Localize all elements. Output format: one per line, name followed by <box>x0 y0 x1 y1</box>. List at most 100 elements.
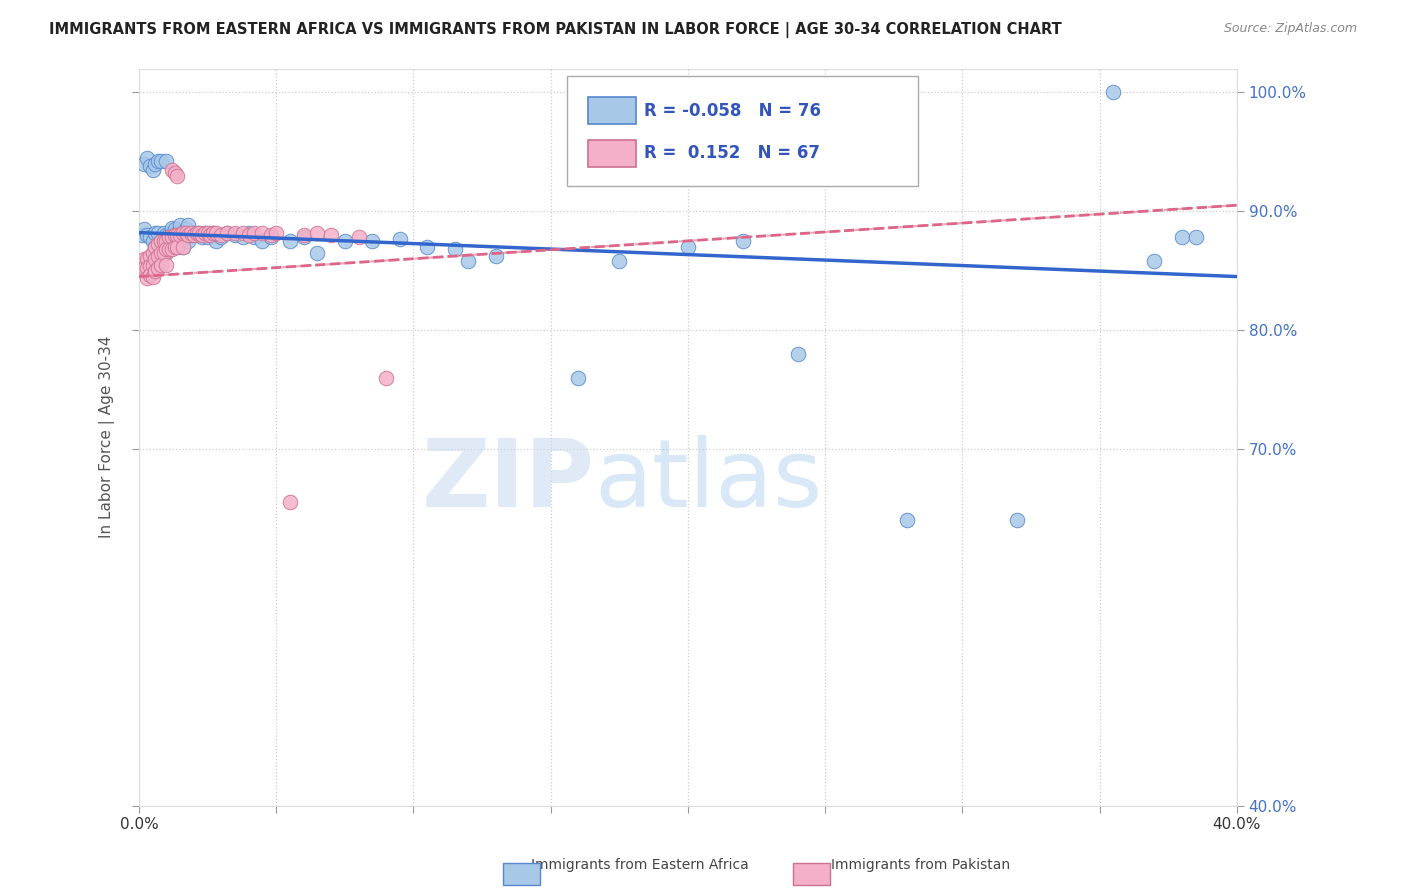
Point <box>1171 230 1194 244</box>
Point <box>307 245 329 260</box>
Point <box>148 261 170 276</box>
Point <box>160 227 183 242</box>
Point <box>375 370 398 384</box>
Point <box>209 227 232 242</box>
Point <box>224 227 246 242</box>
Point <box>160 220 183 235</box>
Text: R =  0.152   N = 67: R = 0.152 N = 67 <box>644 145 820 162</box>
Point <box>145 252 167 266</box>
Point <box>131 227 153 242</box>
Point <box>180 226 202 240</box>
Point <box>194 226 217 240</box>
Point <box>333 234 356 248</box>
Point <box>163 233 186 247</box>
Point <box>238 227 260 242</box>
Point <box>136 261 159 276</box>
Point <box>166 169 188 183</box>
Point <box>136 270 159 285</box>
Point <box>177 227 200 242</box>
Point <box>145 226 167 240</box>
Point <box>260 227 283 242</box>
Point <box>191 227 214 242</box>
Point <box>155 245 177 260</box>
Point <box>139 268 162 283</box>
Point <box>186 227 208 242</box>
Point <box>177 219 200 233</box>
Point <box>238 226 260 240</box>
Text: R = -0.058   N = 76: R = -0.058 N = 76 <box>644 102 821 120</box>
Point <box>485 249 508 263</box>
Point <box>166 227 188 242</box>
Point <box>174 222 197 236</box>
Point <box>136 227 159 242</box>
Point <box>155 234 177 248</box>
Point <box>172 226 194 240</box>
Point <box>157 230 180 244</box>
Point <box>1102 85 1125 99</box>
Point <box>139 159 162 173</box>
Point <box>388 231 411 245</box>
Point <box>152 245 174 260</box>
Point <box>252 226 274 240</box>
Point <box>191 230 214 244</box>
Point <box>152 240 174 254</box>
Point <box>197 226 219 240</box>
Point <box>134 252 156 266</box>
Point <box>194 226 217 240</box>
Point <box>148 237 170 252</box>
Point <box>166 240 188 254</box>
Point <box>145 156 167 170</box>
Point <box>188 226 211 240</box>
Point <box>145 263 167 277</box>
Point <box>202 226 225 240</box>
Point <box>215 226 238 240</box>
Point <box>139 249 162 263</box>
Point <box>169 219 191 233</box>
Point <box>163 222 186 236</box>
Point <box>152 234 174 248</box>
Point <box>139 230 162 244</box>
Point <box>163 227 186 242</box>
Point <box>152 226 174 240</box>
Point <box>209 230 232 244</box>
Point <box>243 230 266 244</box>
Point <box>163 166 186 180</box>
Point <box>136 252 159 266</box>
Point <box>416 240 439 254</box>
Point <box>731 234 754 248</box>
Point <box>319 227 342 242</box>
Point <box>145 240 167 254</box>
Text: atlas: atlas <box>595 435 823 527</box>
Point <box>188 226 211 240</box>
Point <box>177 234 200 248</box>
Text: ZIP: ZIP <box>422 435 595 527</box>
Point <box>443 242 465 256</box>
Point <box>567 370 589 384</box>
Point <box>264 226 287 240</box>
Point <box>149 245 172 260</box>
Point <box>232 230 254 244</box>
Point <box>361 234 384 248</box>
Point <box>347 230 370 244</box>
Point <box>243 226 266 240</box>
Point <box>205 234 228 248</box>
Point <box>157 242 180 256</box>
Point <box>202 226 225 240</box>
Point <box>224 226 246 240</box>
Point <box>278 495 301 509</box>
Point <box>157 227 180 242</box>
Point <box>155 227 177 242</box>
Point <box>142 162 165 177</box>
Point <box>896 513 918 527</box>
Point <box>148 154 170 169</box>
Point <box>200 227 222 242</box>
Point <box>155 258 177 272</box>
Point <box>149 242 172 256</box>
Point <box>180 227 202 242</box>
Point <box>142 258 165 272</box>
Point <box>139 259 162 273</box>
Point <box>786 347 808 361</box>
Point <box>215 226 238 240</box>
Point <box>278 234 301 248</box>
Point <box>172 227 194 242</box>
